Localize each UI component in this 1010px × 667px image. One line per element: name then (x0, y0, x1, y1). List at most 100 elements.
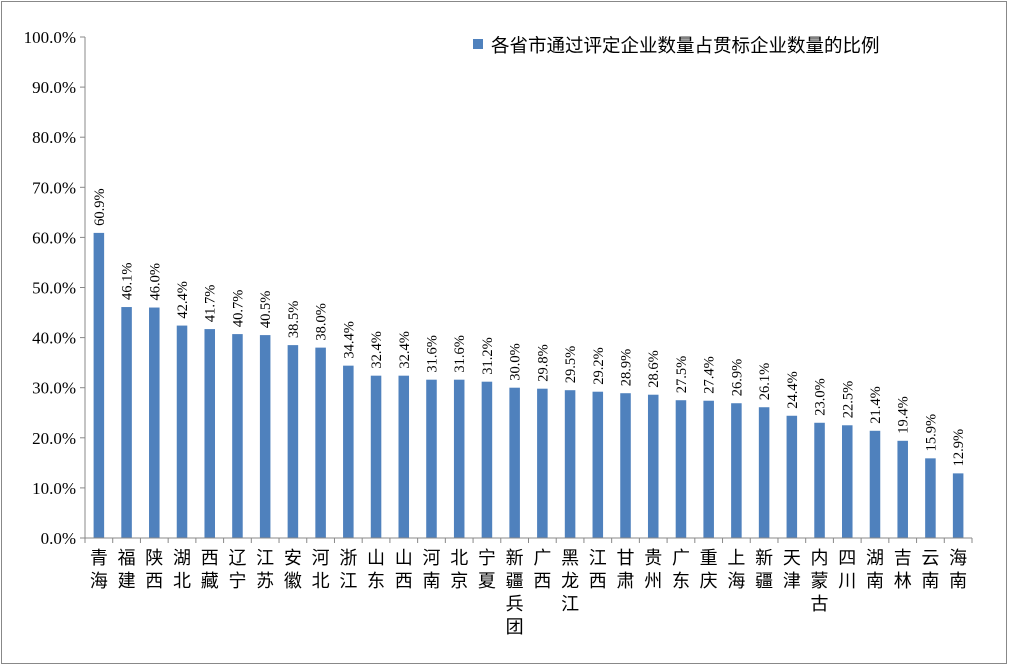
data-label: 60.9% (92, 188, 108, 225)
data-label: 29.2% (591, 347, 607, 384)
data-label: 19.4% (896, 396, 912, 433)
bar (731, 403, 742, 538)
category-label: 上海 (727, 548, 745, 592)
data-label: 27.5% (674, 356, 690, 393)
bars (93, 232, 964, 539)
bar (481, 381, 493, 538)
bar (758, 407, 770, 538)
data-label: 38.0% (314, 303, 330, 340)
bar (537, 388, 548, 538)
category-label: 云南 (921, 548, 939, 592)
bar (841, 425, 853, 538)
bar (703, 400, 714, 538)
data-label: 24.4% (785, 371, 801, 408)
data-label: 21.4% (868, 386, 884, 423)
category-label: 山东 (367, 548, 385, 592)
category-label: 湖北 (173, 548, 191, 592)
bar (315, 347, 326, 538)
bar (426, 379, 437, 538)
bar (204, 329, 216, 538)
data-label: 22.5% (840, 381, 856, 418)
bar (287, 345, 299, 538)
category-label: 浙江 (339, 548, 357, 592)
bar (343, 365, 354, 538)
bar (592, 391, 604, 538)
category-label: 安徽 (284, 548, 302, 592)
category-label: 宁夏 (478, 548, 496, 592)
bar (149, 307, 160, 538)
bar (814, 422, 825, 538)
category-label: 陕西 (145, 548, 163, 592)
category-label: 福建 (118, 548, 136, 592)
data-label: 28.6% (646, 350, 662, 387)
bar (620, 393, 631, 538)
category-label: 内蒙古 (811, 548, 829, 615)
data-label: 42.4% (175, 281, 191, 318)
data-label: 15.9% (923, 414, 939, 451)
category-label: 北京 (450, 548, 468, 592)
data-labels: 60.9% 46.1% 46.0% 42.4% 41.7% 40.7% 40.5% 38.5%… (92, 188, 967, 466)
y-tick-label: 50.0% (32, 279, 76, 298)
category-label: 贵州 (644, 548, 662, 592)
bar (176, 325, 188, 538)
data-label: 34.4% (341, 321, 357, 358)
data-label: 29.8% (535, 344, 551, 381)
category-label: 西藏 (201, 548, 219, 592)
data-label: 30.0% (508, 343, 524, 380)
category-label: 辽宁 (228, 548, 246, 592)
data-label: 29.5% (563, 346, 579, 383)
category-label: 河南 (422, 548, 440, 592)
category-label: 海南 (949, 548, 967, 592)
category-label: 四川 (838, 548, 856, 592)
bar (952, 473, 964, 538)
data-label: 31.2% (480, 337, 496, 374)
y-tick-label: 80.0% (32, 128, 76, 147)
data-label: 41.7% (203, 285, 219, 322)
bar (259, 335, 271, 538)
data-label: 23.0% (813, 378, 829, 415)
y-tick-label: 90.0% (32, 78, 76, 97)
category-labels: 青海福建陕西湖北西藏辽宁江苏安徽河北浙江山东山西河南北京宁夏新疆兵团广西黑龙江江… (90, 548, 967, 638)
data-label: 40.5% (258, 291, 274, 328)
category-label: 青海 (90, 548, 108, 592)
y-axis-ticks: 0.0% 10.0% 20.0% 30.0% 40.0% 50.0% 60.0% 70.0% 8… (24, 28, 973, 548)
category-label: 河北 (312, 548, 330, 592)
bar (675, 400, 687, 538)
bar (509, 387, 520, 538)
bar (453, 379, 465, 538)
data-label: 38.5% (286, 301, 302, 338)
category-label: 天津 (783, 548, 801, 592)
legend-swatch (473, 39, 483, 49)
bar (897, 440, 908, 538)
category-label: 甘肃 (617, 548, 635, 592)
category-label: 广西 (533, 548, 551, 592)
data-label: 31.6% (452, 335, 468, 372)
data-label: 27.4% (702, 356, 718, 393)
category-label: 新疆兵团 (506, 548, 524, 638)
legend: 各省市通过评定企业数量占贯标企业数量的比例 (473, 36, 880, 57)
y-tick-label: 100.0% (24, 28, 76, 47)
category-label: 广东 (672, 548, 690, 592)
bar (93, 232, 105, 539)
legend-label: 各省市通过评定企业数量占贯标企业数量的比例 (491, 36, 880, 57)
category-label: 山西 (395, 548, 413, 592)
category-label: 黑龙江 (561, 548, 579, 615)
data-label: 40.7% (230, 290, 246, 327)
data-label: 12.9% (951, 429, 967, 466)
data-label: 46.1% (120, 263, 136, 300)
y-tick-label: 30.0% (32, 379, 76, 398)
bar (647, 394, 659, 538)
category-label: 江西 (589, 548, 607, 592)
y-tick-label: 20.0% (32, 429, 76, 448)
data-label: 31.6% (424, 335, 440, 372)
y-tick-label: 70.0% (32, 178, 76, 197)
data-label: 32.4% (397, 331, 413, 368)
bar (121, 307, 132, 538)
bar (232, 334, 243, 538)
data-label: 46.0% (147, 263, 163, 300)
data-label: 28.9% (619, 349, 635, 386)
bar (925, 458, 936, 538)
category-label: 吉林 (894, 548, 912, 592)
